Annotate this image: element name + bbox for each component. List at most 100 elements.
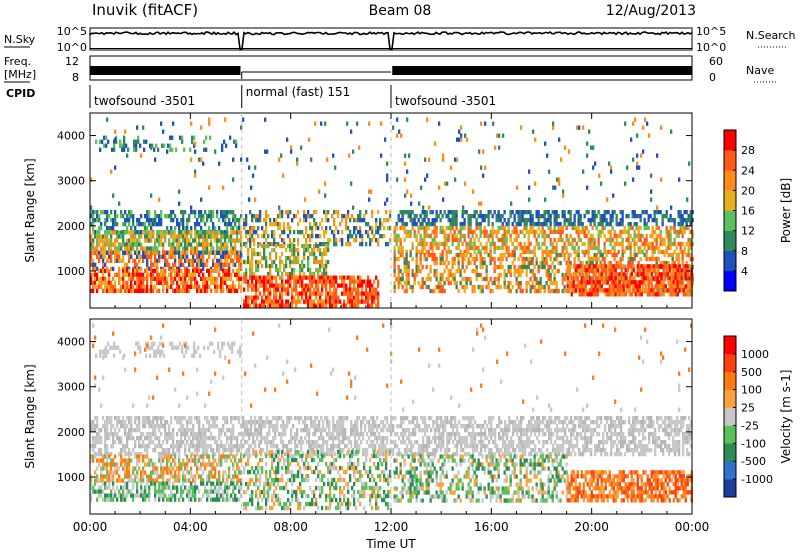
echo-cell: [150, 262, 153, 267]
echo-cell: [375, 218, 378, 223]
echo-cell: [441, 249, 444, 255]
echo-cell: [576, 280, 579, 285]
echo-cell: [556, 177, 559, 182]
echo-cell: [182, 288, 185, 293]
echo-cell: [651, 218, 654, 223]
echo-cell: [495, 218, 498, 223]
echo-cell: [327, 299, 330, 304]
echo-cell: [114, 210, 117, 215]
echo-cell: [99, 147, 102, 152]
echo-cell: [250, 185, 253, 190]
echo-cell: [686, 264, 689, 269]
echo-cell: [265, 279, 268, 284]
echo-cell: [565, 233, 568, 239]
echo-cell: [681, 260, 684, 266]
echo-cell: [317, 247, 320, 253]
echo-cell: [609, 233, 612, 239]
echo-cell: [519, 288, 522, 294]
echo-cell: [266, 149, 269, 154]
echo-cell: [146, 444, 149, 449]
echo-cell: [271, 234, 274, 239]
echo-cell: [371, 295, 374, 300]
echo-cell: [293, 251, 296, 257]
echo-cell: [204, 276, 207, 281]
echo-cell: [200, 234, 203, 239]
echo-cell: [285, 299, 288, 304]
echo-cell: [493, 210, 496, 215]
echo-cell: [144, 424, 147, 429]
echo-cell: [377, 230, 380, 235]
echo-cell: [439, 272, 442, 278]
echo-cell: [634, 292, 637, 297]
echo-cell: [657, 249, 660, 255]
echo-cell: [605, 249, 608, 255]
echo-cell: [417, 225, 420, 231]
echo-cell: [317, 267, 320, 273]
echo-cell: [368, 121, 371, 126]
echo-cell: [681, 252, 684, 258]
echo-cell: [457, 260, 460, 266]
echo-cell: [557, 214, 560, 219]
echo-cell: [673, 229, 676, 235]
echo-cell: [202, 258, 205, 263]
echo-cell: [277, 271, 280, 277]
echo-cell: [404, 177, 407, 182]
echo-cell: [136, 288, 139, 293]
echo-cell: [120, 246, 123, 251]
echo-cell: [668, 276, 671, 281]
echo-cell: [265, 295, 268, 300]
echo-cell: [168, 254, 171, 259]
echo-cell: [426, 117, 429, 122]
echo-cell: [549, 288, 552, 294]
echo-cell: [275, 275, 278, 280]
echo-cell: [230, 246, 233, 251]
echo-cell: [557, 260, 560, 266]
echo-cell: [561, 229, 564, 235]
echo-cell: [106, 268, 109, 273]
echo-cell: [263, 243, 266, 249]
echo-cell: [401, 245, 404, 251]
echo-cell: [190, 432, 193, 437]
echo-cell: [122, 280, 125, 285]
echo-cell: [114, 218, 117, 223]
echo-cell: [657, 245, 660, 251]
echo-cell: [206, 276, 209, 281]
echo-cell: [182, 284, 185, 289]
echo-cell: [178, 242, 181, 247]
echo-cell: [150, 288, 153, 293]
echo-cell: [172, 432, 175, 437]
echo-cell: [305, 238, 308, 243]
echo-cell: [113, 143, 116, 148]
echo-cell: [687, 245, 690, 251]
echo-cell: [653, 256, 656, 262]
echo-cell: [481, 229, 484, 235]
echo-cell: [670, 276, 673, 281]
echo-cell: [148, 272, 151, 277]
echo-cell: [415, 222, 418, 227]
echo-cell: [150, 250, 153, 255]
echo-cell: [609, 260, 612, 266]
echo-cell: [579, 218, 582, 223]
echo-cell: [427, 276, 430, 282]
echo-cell: [295, 255, 298, 261]
echo-cell: [303, 234, 306, 239]
echo-cell: [639, 249, 642, 255]
echo-cell: [334, 165, 337, 170]
echo-cell: [313, 218, 316, 223]
echo-cell: [427, 249, 430, 255]
echo-cell: [355, 218, 358, 223]
echo-cell: [578, 125, 581, 130]
echo-cell: [220, 266, 223, 271]
echo-cell: [102, 424, 105, 429]
echo-cell: [313, 275, 316, 280]
echo-cell: [605, 237, 608, 243]
echo-cell: [429, 264, 432, 270]
echo-cell: [222, 246, 225, 251]
echo-cell: [415, 264, 418, 270]
echo-cell: [545, 268, 548, 274]
echo-cell: [611, 225, 614, 231]
echo-cell: [628, 292, 631, 297]
echo-cell: [116, 222, 119, 227]
echo-cell: [305, 218, 308, 223]
echo-cell: [92, 424, 95, 429]
